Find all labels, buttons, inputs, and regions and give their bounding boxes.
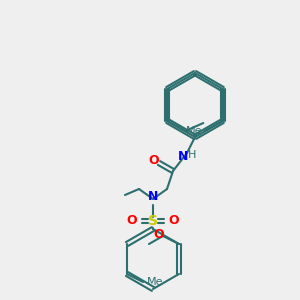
- Text: O: O: [127, 214, 137, 227]
- Text: O: O: [149, 154, 159, 166]
- Text: N: N: [148, 190, 158, 203]
- Text: Me: Me: [186, 126, 203, 136]
- Text: O: O: [154, 227, 164, 241]
- Text: S: S: [148, 214, 158, 228]
- Text: O: O: [169, 214, 179, 227]
- Text: H: H: [188, 150, 196, 160]
- Text: N: N: [178, 151, 188, 164]
- Text: Me: Me: [147, 277, 164, 287]
